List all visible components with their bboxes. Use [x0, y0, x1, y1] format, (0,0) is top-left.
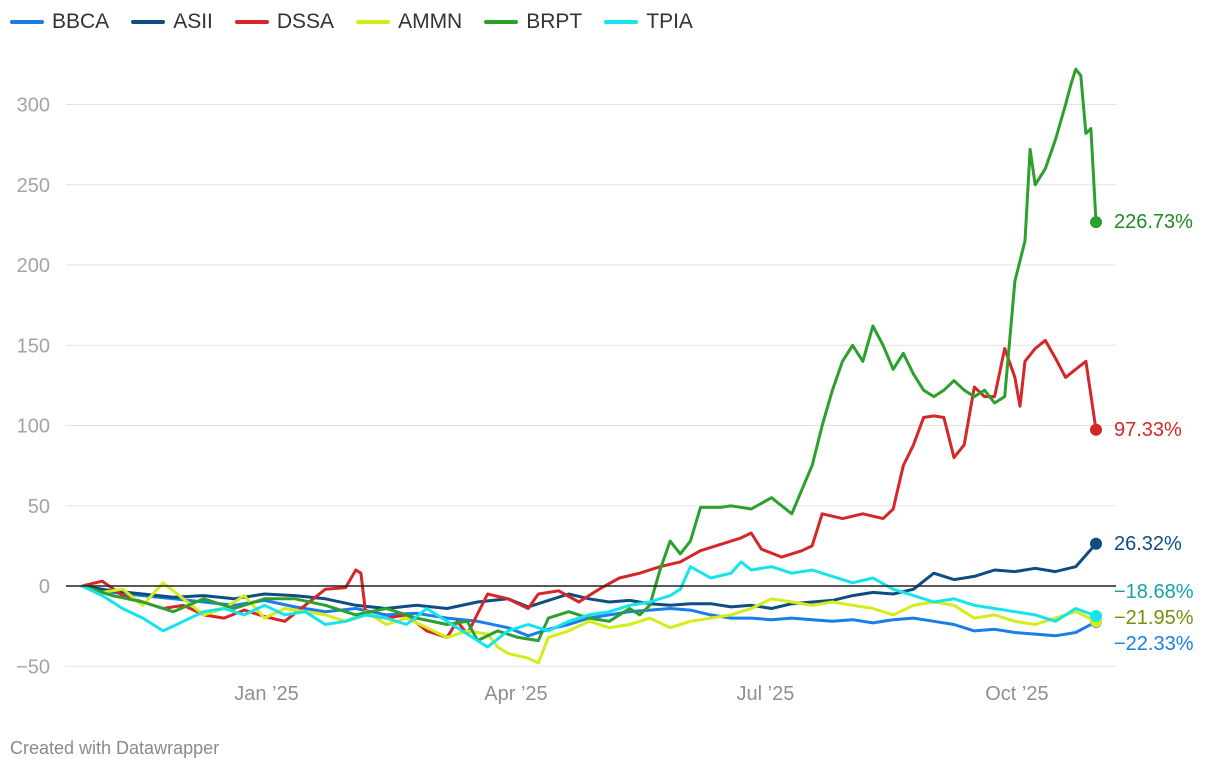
- legend-label: AMMN: [398, 10, 463, 33]
- y-tick-label: 300: [17, 95, 50, 117]
- footer-credit: Created with Datawrapper: [10, 738, 220, 758]
- legend-item-ammn: AMMN: [356, 10, 462, 34]
- end-dot-dssa: [1090, 423, 1102, 436]
- end-dot-tpia: [1090, 609, 1102, 622]
- series-line-ammn: [80, 581, 1098, 665]
- legend-label: BBCA: [52, 10, 110, 33]
- x-tick-label: Apr ’25: [484, 683, 547, 705]
- legend-item-tpia: TPIA: [604, 10, 693, 34]
- legend-label: ASII: [173, 10, 213, 33]
- legend-swatch: [356, 20, 391, 24]
- legend-item-dssa: DSSA: [234, 10, 335, 34]
- series-line-asii: [80, 542, 1098, 610]
- y-tick-label: 100: [17, 416, 50, 438]
- x-tick-label: Oct ’25: [985, 683, 1048, 705]
- legend-item-brpt: BRPT: [484, 10, 582, 34]
- legend-item-bbca: BBCA: [10, 10, 109, 34]
- end-label-tpia: −18.68%: [1114, 581, 1194, 603]
- series-line-dssa: [80, 338, 1098, 639]
- x-tick-label: Jul ’25: [737, 683, 795, 705]
- end-label-asii: 26.32%: [1114, 533, 1182, 555]
- end-label-brpt: 226.73%: [1114, 211, 1193, 233]
- end-dot-asii: [1090, 537, 1102, 550]
- legend-label: DSSA: [276, 10, 335, 33]
- legend-swatch: [484, 20, 519, 24]
- y-tick-label: 150: [17, 335, 50, 357]
- x-tick-label: Jan ’25: [234, 683, 299, 705]
- legend-swatch: [604, 20, 639, 24]
- end-label-dssa: 97.33%: [1114, 419, 1182, 441]
- end-label-ammn: −21.95%: [1114, 607, 1194, 629]
- end-label-bbca: −22.33%: [1114, 633, 1194, 655]
- legend-swatch: [234, 20, 269, 24]
- y-tick-label: 250: [17, 175, 50, 197]
- legend-label: BRPT: [526, 10, 583, 33]
- y-tick-label: 0: [39, 576, 50, 598]
- y-tick-label: 50: [28, 496, 50, 518]
- legend-swatch: [131, 20, 166, 24]
- y-tick-label: −50: [16, 656, 50, 678]
- legend-label: TPIA: [646, 10, 693, 33]
- legend-swatch: [10, 20, 44, 24]
- series-line-tpia: [80, 560, 1098, 649]
- series-line-brpt: [80, 67, 1098, 643]
- legend-item-asii: ASII: [131, 10, 213, 34]
- y-tick-label: 200: [17, 255, 50, 277]
- end-dot-brpt: [1090, 216, 1102, 229]
- legend: BBCA ASII DSSA AMMN BRPT TPIA: [10, 10, 693, 34]
